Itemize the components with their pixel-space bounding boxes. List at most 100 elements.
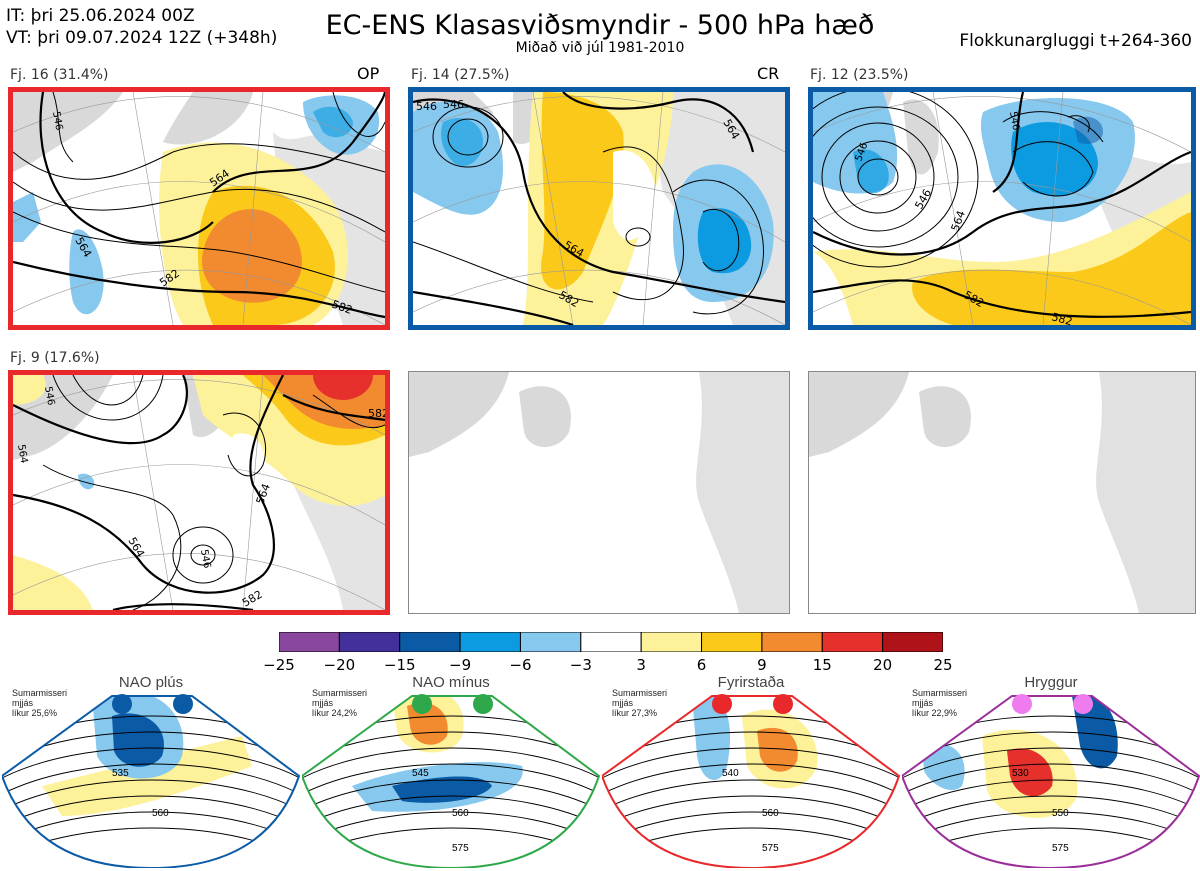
regime-contour-label: 540 [722,768,739,779]
cluster-map-4: 564 546 564 546 564 582 582 [8,370,390,615]
anomaly-shade [922,743,965,791]
regime-title: NAO mínus [412,674,490,691]
regime-contour-label: 560 [152,808,169,819]
regime-contour-label: 545 [412,768,429,779]
regime-map-2: 545 560 575 NAO mínus Sumarmisseri mjjás líkur… [302,674,600,868]
cluster-map-1: 546 564 564 582 582 [8,87,390,330]
colorbar-swatch [640,632,703,652]
regime-map-1: 535 560 NAO plús Sumarmisseri mjjás líkur 25,… [2,674,300,868]
colorbar-tick: −25 [263,656,295,674]
colorbar-tick: 9 [757,656,767,674]
center-marker [412,694,432,714]
center-marker [773,694,793,714]
anomaly-shade [407,702,448,745]
regime-likelihood: líkur 22,9% [912,708,958,718]
colorbar-tick: 20 [873,656,893,674]
contour-label: 546 [42,386,56,407]
contour-label: 582 [1050,310,1074,325]
colorbar-swatch [399,632,461,652]
regime-contour-label: 575 [452,843,469,854]
colorbar-tick: −6 [509,656,532,674]
page-subtitle: Miðað við júl 1981-2010 [515,40,685,56]
center-marker [1073,694,1093,714]
colorbar-swatch [338,632,401,652]
colorbar-swatch [459,632,521,652]
contour-label: 582 [368,407,385,420]
regime-title: NAO plús [118,674,184,691]
center-marker [112,694,132,714]
colorbar-tick: −9 [449,656,472,674]
cluster-tag-cr: CR [757,64,780,83]
regime-likelihood: líkur 25,6% [12,708,58,718]
regime-metric: mjjás [312,698,334,708]
anomaly-shade [757,727,798,772]
regime-title: Fyrirstaða [717,674,785,691]
contour-label: 546 [1007,111,1021,132]
regime-likelihood: líkur 24,2% [312,708,358,718]
colorbar-tick: 15 [812,656,832,674]
regime-metric: mjjás [912,698,934,708]
colorbar-tick: −3 [569,656,592,674]
classification-window: Flokkunargluggi t+264-360 [959,31,1192,51]
regime-outline [902,695,1200,868]
cluster-label-3: Fj. 12 (23.5%) [810,67,909,83]
colorbar-swatch [761,632,823,652]
colorbar-swatch [882,632,943,652]
center-marker [473,694,493,714]
regime-season: Sumarmisseri [12,688,68,698]
anomaly-shade [112,713,164,767]
regime-season: Sumarmisseri [312,688,368,698]
regime-outline [2,695,300,868]
page-title: EC-ENS Klasasviðsmyndir - 500 hPa hæð [325,10,875,41]
regime-metric: mjjás [612,698,634,708]
regime-contour-label: 560 [762,808,779,819]
cluster-label-1: Fj. 16 (31.4%) [10,67,109,83]
contour-label: 546 [443,98,464,111]
header-dates: IT: þri 25.06.2024 00Z VT: þri 09.07.202… [6,5,277,49]
colorbar-swatch [279,632,340,652]
cluster-map-3: 546 546 564 582 582 546 [808,87,1196,330]
anomaly-shade [1007,748,1053,797]
regime-contour-label: 575 [1052,843,1069,854]
regime-likelihood: líkur 27,3% [612,708,658,718]
colorbar-tick: 3 [636,656,646,674]
regime-metric: mjjás [12,698,34,708]
regime-season: Sumarmisseri [612,688,668,698]
empty-map-5 [408,371,790,614]
regime-contour-label: 550 [1052,808,1069,819]
contour-label: 546 [912,187,934,212]
regime-contour-label: 575 [762,843,779,854]
anomaly-shade [692,696,731,780]
cluster-label-4: Fj. 9 (17.6%) [10,350,100,366]
cluster-label-2: Fj. 14 (27.5%) [411,67,510,83]
contour-label: 564 [949,209,968,233]
colorbar-swatch [701,632,763,652]
colorbar-tick: −20 [323,656,356,674]
colorbar-swatch [580,632,642,652]
contour-label: 582 [240,588,265,610]
regime-title: Hryggur [1024,674,1078,691]
valid-time: VT: þri 09.07.2024 12Z (+348h) [6,28,278,48]
colorbar [279,632,943,652]
empty-map-6 [808,371,1196,614]
regime-season: Sumarmisseri [912,688,968,698]
colorbar-tick: 25 [933,656,953,674]
center-marker [173,694,193,714]
contour-label: 564 [15,444,29,465]
center-marker [712,694,732,714]
regime-map-3: 540 560 575 Fyrirstaða Sumarmisseri mjjás líku… [602,674,900,868]
regime-contour-label: 530 [1012,768,1029,779]
contour-label: 546 [198,549,212,570]
regime-outline [602,695,900,868]
colorbar-swatch [519,632,582,652]
colorbar-tick: 6 [696,656,707,674]
cluster-map-2: 546 546 564 582 564 [408,87,790,330]
center-marker [1012,694,1032,714]
issue-time: IT: þri 25.06.2024 00Z [6,6,195,26]
colorbar-tick: −15 [383,656,416,674]
regime-outline [302,695,600,868]
cluster-tag-op: OP [357,64,380,83]
colorbar-swatch [821,632,884,652]
regime-contour-label: 560 [452,808,469,819]
contour-label: 546 [50,111,64,132]
